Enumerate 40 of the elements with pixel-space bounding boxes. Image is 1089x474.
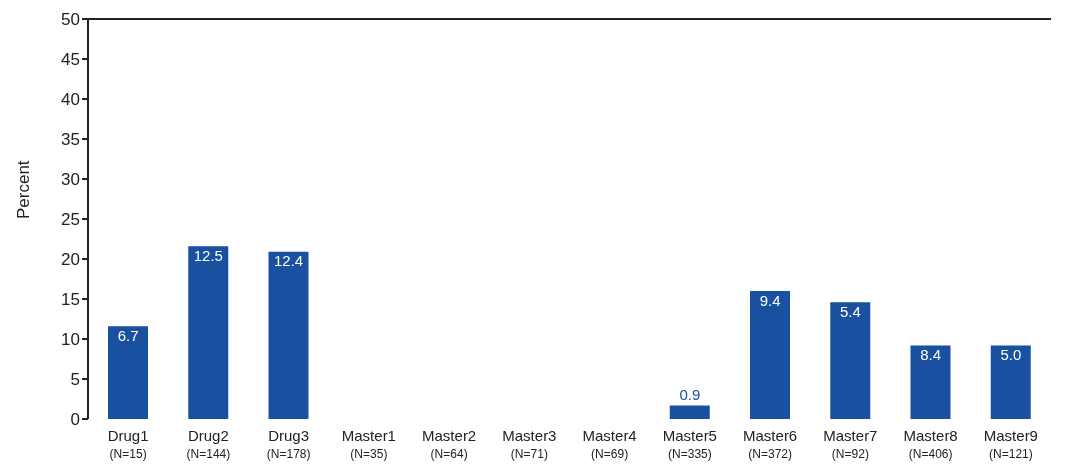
x-tick-label: Master2 (N=64) xyxy=(422,427,477,461)
bar xyxy=(669,405,710,419)
bar xyxy=(830,302,871,419)
x-tick-label: Drug1 (N=15) xyxy=(107,427,149,461)
y-tick-label: 30 xyxy=(61,170,80,190)
bar xyxy=(268,251,309,419)
y-tick-label: 15 xyxy=(61,290,80,310)
bar xyxy=(990,345,1031,419)
y-tick-label: 40 xyxy=(61,90,80,110)
bar xyxy=(910,345,951,419)
y-tick-label: 0 xyxy=(70,410,80,430)
y-tick-label: 50 xyxy=(61,10,80,30)
bar xyxy=(188,246,229,419)
bar xyxy=(750,291,790,419)
y-tick-label: 20 xyxy=(61,250,80,270)
x-tick-label: Master8 (N=406) xyxy=(903,427,958,461)
x-tick-label: Drug3 (N=178) xyxy=(266,427,311,461)
x-tick-label: Master5 (N=335) xyxy=(662,427,717,461)
y-tick-label: 35 xyxy=(61,130,80,150)
y-axis-title: Percent xyxy=(14,160,34,219)
y-tick-label: 25 xyxy=(61,210,80,230)
annotation: 12.5 xyxy=(193,246,223,264)
annotation: 8.4 xyxy=(920,346,942,364)
bar xyxy=(108,326,148,419)
x-tick-label: Master3 (N=71) xyxy=(502,427,557,461)
y-tick-label: 45 xyxy=(61,50,80,70)
x-tick-label: Master1 (N=35) xyxy=(341,427,396,461)
annotation: 6.7 xyxy=(117,326,139,344)
annotation: 5.4 xyxy=(839,302,861,320)
y-tick-label: 5 xyxy=(70,370,80,390)
y-tick-label: 10 xyxy=(61,330,80,350)
annotation: 5.0 xyxy=(1000,346,1022,364)
x-tick-label: Master9 (N=121) xyxy=(983,427,1038,461)
annotation: 12.4 xyxy=(274,252,304,270)
annotation: 9.4 xyxy=(759,291,781,309)
x-tick-label: Master4 (N=69) xyxy=(582,427,637,461)
annotation: 0.9 xyxy=(679,386,701,404)
x-tick-label: Master6 (N=372) xyxy=(743,427,798,461)
x-tick-label: Drug2 (N=144) xyxy=(186,427,231,461)
x-tick-label: Master7 (N=92) xyxy=(823,427,878,461)
